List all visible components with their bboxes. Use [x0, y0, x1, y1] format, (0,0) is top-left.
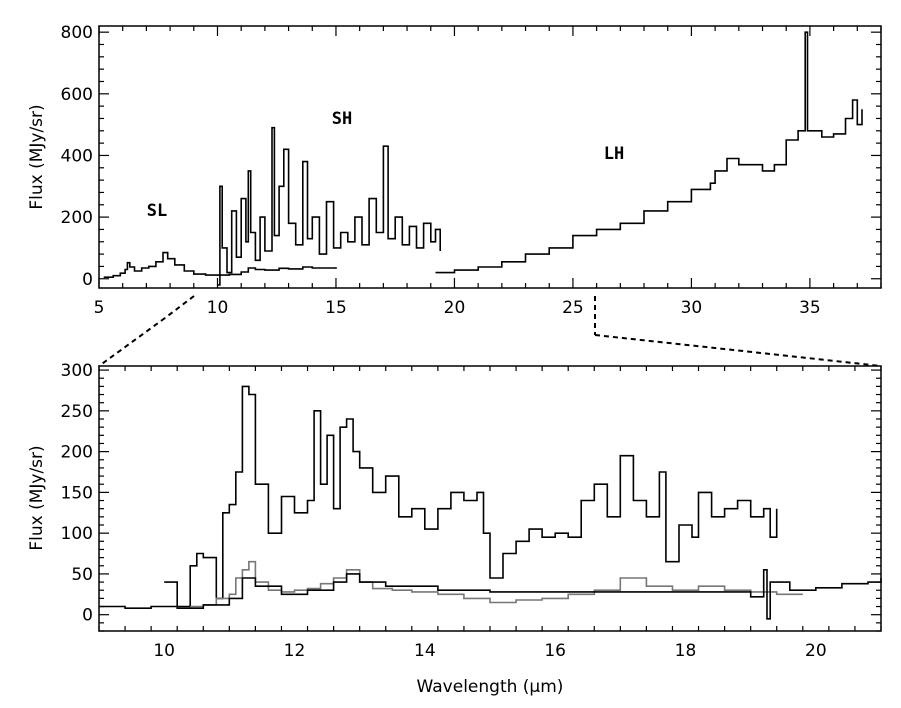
annotation-sl: SL [147, 201, 167, 221]
bottom-ytick-label: 100 [61, 524, 93, 544]
bottom-series-2 [190, 560, 803, 608]
bottom-ylabel: Flux (MJy/sr) [27, 445, 47, 550]
top-xtick-label: 5 [94, 298, 105, 318]
annotation-lh: LH [604, 144, 624, 164]
top-ytick-label: 400 [61, 146, 93, 166]
bottom-series-1 [164, 385, 778, 608]
top-ytick-label: 600 [61, 85, 93, 105]
top-panel: 5 10 15 20 25 30 35 0 200 400 600 800 Flux (MJy/sr)… [27, 23, 882, 318]
top-series-1 [103, 251, 337, 278]
zoom-connector-right-2 [594, 334, 882, 367]
top-xtick-label: 15 [325, 298, 347, 318]
zoom-connector-left-2 [98, 317, 166, 367]
top-xtick-label: 25 [562, 298, 584, 318]
top-ytick-label: 0 [82, 270, 93, 290]
bottom-series-3 [99, 569, 882, 620]
bottom-xtick-label: 16 [544, 641, 566, 661]
top-ylabel: Flux (MJy/sr) [27, 104, 47, 209]
bottom-xtick-label: 14 [414, 641, 436, 661]
bottom-xtick-label: 10 [153, 641, 175, 661]
top-plot-frame [98, 25, 882, 289]
bottom-ytick-label: 150 [61, 483, 93, 503]
bottom-xlabel: Wavelength (μm) [417, 677, 564, 697]
top-ytick-label: 200 [61, 208, 93, 228]
top-xtick-label: 10 [207, 298, 229, 318]
bottom-ytick-label: 50 [71, 565, 93, 585]
bottom-ytick-label: 250 [61, 402, 93, 422]
top-ytick-label: 800 [61, 23, 93, 43]
top-series-3 [435, 31, 863, 274]
top-xtick-label: 30 [681, 298, 703, 318]
zoom-connector-left [164, 295, 195, 319]
top-xtick-label: 35 [799, 298, 821, 318]
bottom-xtick-label: 18 [675, 641, 697, 661]
bottom-xtick-label: 12 [284, 641, 306, 661]
bottom-ytick-label: 0 [82, 606, 93, 626]
top-xtick-label: 20 [444, 298, 466, 318]
annotation-sh: SH [332, 109, 352, 129]
bottom-xtick-label: 20 [805, 641, 827, 661]
bottom-ytick-label: 200 [61, 443, 93, 463]
bottom-ytick-label: 300 [61, 361, 93, 381]
top-series-2 [217, 126, 441, 286]
